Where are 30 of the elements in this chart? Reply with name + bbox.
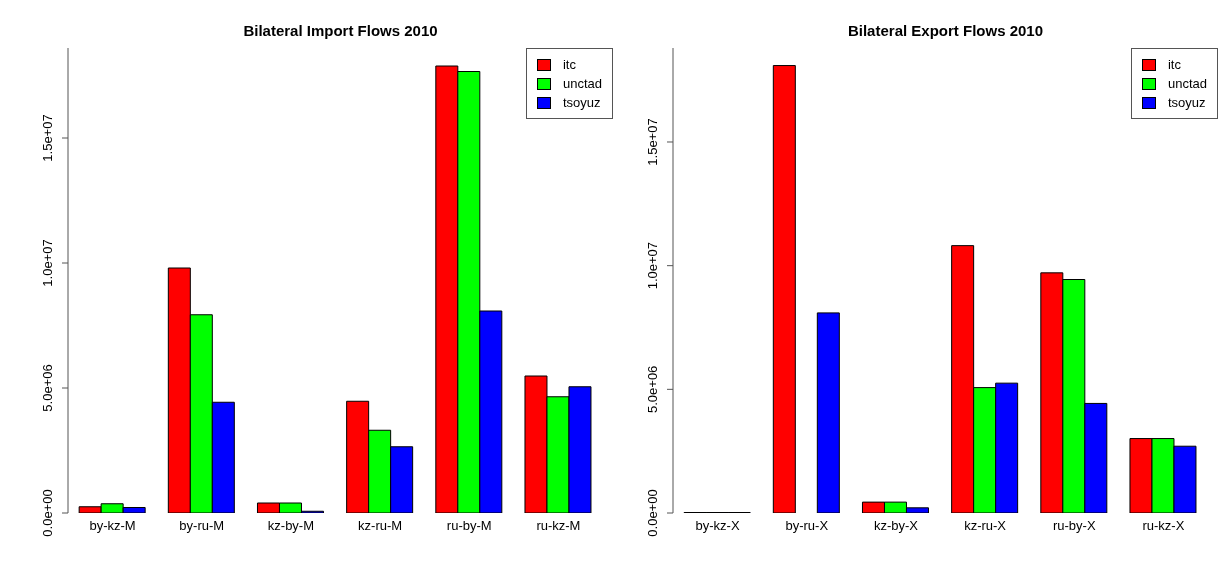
bar (772, 65, 796, 513)
x-tick-label: by-kz-M (89, 518, 136, 534)
y-tick-label: 1.5e+07 (40, 114, 55, 162)
y-tick-label: 5.0e+06 (645, 365, 660, 414)
x-tick-label: ru-by-X (1052, 518, 1096, 534)
x-tick-label: by-ru-M (179, 518, 225, 534)
legend-label: unctad (1167, 75, 1207, 93)
bar (816, 312, 840, 513)
y-tick-label: 5.0e+06 (40, 364, 55, 412)
legend-label: itc (562, 56, 576, 74)
legend-label: tsoyuz (1167, 94, 1206, 112)
x-tick-label: kz-ru-X (964, 518, 1007, 534)
chart-title: Bilateral Import Flows 2010 (242, 22, 439, 39)
x-tick-label: ru-by-M (446, 518, 492, 534)
chart-title: Bilateral Export Flows 2010 (846, 22, 1045, 39)
legend-label: tsoyuz (562, 94, 601, 112)
y-tick-label: 1.0e+07 (645, 241, 660, 290)
y-tick-label: 0.0e+00 (40, 489, 55, 537)
x-tick-label: kz-by-M (267, 518, 315, 534)
y-tick-label: 1.5e+07 (645, 118, 660, 166)
x-tick-label: ru-kz-X (1142, 518, 1185, 534)
y-tick-label: 0.0e+00 (645, 489, 660, 537)
legend-label: unctad (562, 75, 602, 93)
x-tick-label: ru-kz-M (536, 518, 581, 534)
x-tick-label: by-ru-X (785, 518, 829, 534)
y-tick-label: 1.0e+07 (40, 239, 55, 287)
legend-label: itc (1167, 56, 1181, 74)
x-tick-label: kz-by-X (873, 518, 919, 534)
x-tick-label: by-kz-X (695, 518, 740, 534)
x-tick-label: kz-ru-M (358, 518, 403, 534)
